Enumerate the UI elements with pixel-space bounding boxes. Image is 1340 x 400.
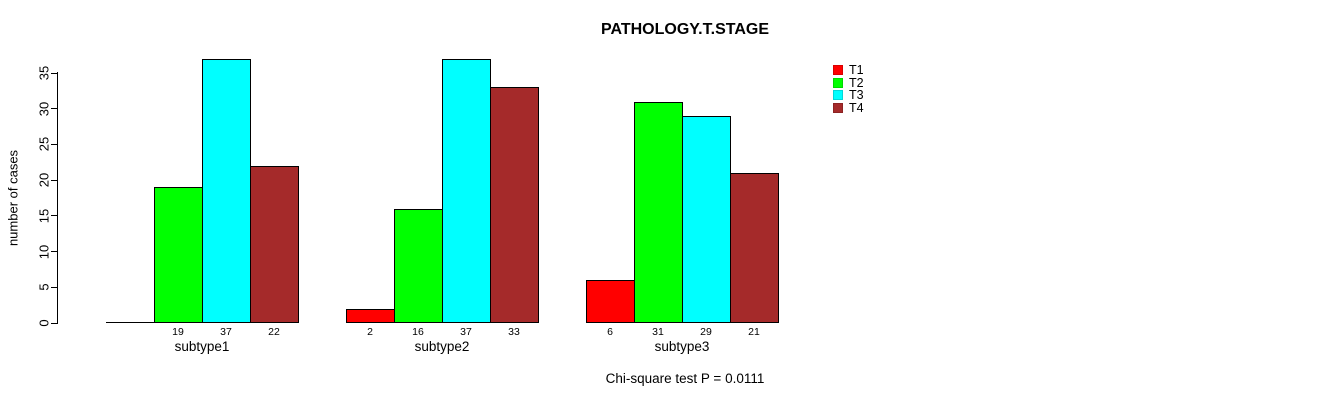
y-tick	[51, 179, 58, 181]
legend: T1 T2 T3 T4	[833, 64, 864, 114]
y-tick-label: 10	[36, 244, 52, 259]
bar-subtype2-T4	[490, 87, 539, 323]
bar-value-label: 19	[172, 326, 184, 338]
legend-entry-T4: T4	[833, 102, 864, 115]
legend-entry-T2: T2	[833, 77, 864, 90]
bar-subtype3-T1	[586, 280, 635, 323]
y-tick	[51, 215, 58, 217]
bar-subtype2-T2	[394, 208, 443, 323]
bar-subtype1-T2	[154, 187, 203, 323]
bar-subtype3-T4	[730, 173, 779, 323]
y-tick	[51, 108, 58, 110]
bar-value-label: 31	[652, 326, 664, 338]
y-axis-label: number of cases	[5, 149, 21, 247]
y-tick	[51, 251, 58, 253]
bar-value-label: 37	[460, 326, 472, 338]
chart-title: PATHOLOGY.T.STAGE	[600, 21, 770, 38]
y-tick-label: 15	[36, 208, 52, 224]
legend-swatch-T1	[833, 65, 843, 76]
bar-value-label: 37	[220, 326, 232, 338]
y-axis-line	[57, 72, 58, 324]
y-tick	[51, 143, 58, 145]
bar-subtype1-T1	[106, 322, 155, 323]
bar-value-label: 21	[748, 326, 760, 338]
bar-value-label: 6	[607, 326, 613, 338]
y-tick-label: 5	[36, 283, 52, 291]
legend-swatch-T2	[833, 77, 843, 88]
bar-value-label: 29	[700, 326, 712, 338]
bar-value-label: 22	[268, 326, 280, 338]
y-tick-label: 35	[36, 65, 52, 81]
legend-swatch-T3	[833, 90, 843, 101]
category-label-subtype2: subtype2	[414, 339, 470, 354]
category-label-subtype1: subtype1	[174, 339, 230, 354]
y-tick	[51, 286, 58, 288]
y-tick-label: 25	[36, 137, 52, 152]
bar-value-label: 2	[367, 326, 373, 338]
bar-subtype3-T3	[682, 115, 731, 323]
legend-label: T3	[849, 88, 864, 103]
y-tick	[51, 72, 58, 74]
legend-entry-T3: T3	[833, 89, 864, 102]
bar-subtype2-T1	[346, 308, 395, 323]
y-tick	[51, 322, 58, 324]
legend-swatch-T4	[833, 103, 843, 114]
bar-subtype1-T3	[202, 58, 251, 323]
bar-subtype3-T2	[634, 101, 683, 323]
legend-label: T1	[849, 63, 864, 78]
y-tick-label: 0	[36, 319, 52, 327]
legend-label: T2	[849, 75, 864, 90]
bar-value-label: 33	[508, 326, 520, 338]
y-tick-label: 30	[36, 101, 52, 116]
legend-label: T4	[849, 100, 864, 115]
bar-subtype1-T4	[250, 165, 299, 323]
legend-entry-T1: T1	[833, 64, 864, 77]
y-tick-label: 20	[36, 172, 52, 188]
category-label-subtype3: subtype3	[654, 339, 710, 354]
bar-subtype2-T3	[442, 58, 491, 323]
bar-value-label: 16	[412, 326, 424, 338]
chi-square-annotation: Chi-square test P = 0.0111	[605, 371, 765, 386]
